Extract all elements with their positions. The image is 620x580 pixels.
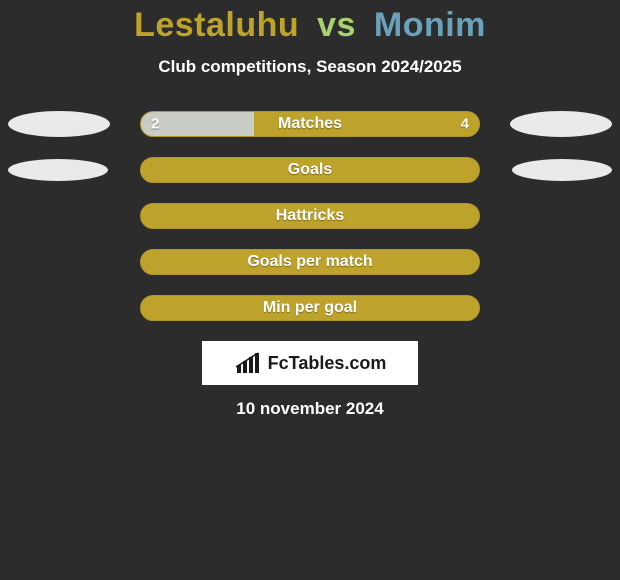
- player-oval-left: [8, 159, 108, 181]
- stat-row: Goals per match: [0, 249, 620, 275]
- stat-value-right: 4: [461, 116, 469, 133]
- brand-logo: FcTables.com: [202, 341, 418, 385]
- stat-label: Hattricks: [141, 204, 479, 228]
- player-oval-right: [510, 111, 612, 137]
- stat-label: Min per goal: [141, 296, 479, 320]
- title-player-2: Monim: [374, 6, 486, 44]
- stat-label: Goals: [141, 158, 479, 182]
- bar-chart-icon: [234, 351, 262, 375]
- comparison-widget: Lestaluhu vs Monim Club competitions, Se…: [0, 0, 620, 580]
- stat-row: Hattricks: [0, 203, 620, 229]
- stat-bar: Goals per match: [140, 249, 480, 275]
- title-vs: vs: [317, 6, 356, 44]
- brand-text: FcTables.com: [268, 353, 387, 374]
- stat-row: Min per goal: [0, 295, 620, 321]
- stat-bar: Hattricks: [140, 203, 480, 229]
- stat-rows: 24MatchesGoalsHattricksGoals per matchMi…: [0, 111, 620, 321]
- bar-fill-right: [254, 112, 479, 136]
- page-title: Lestaluhu vs Monim: [134, 6, 486, 45]
- stat-bar: Min per goal: [140, 295, 480, 321]
- date-text: 10 november 2024: [236, 399, 383, 419]
- stat-value-left: 2: [151, 116, 159, 133]
- player-oval-right: [512, 159, 612, 181]
- stat-row: 24Matches: [0, 111, 620, 137]
- brand-prefix: Fc: [268, 353, 289, 373]
- stat-bar: 24Matches: [140, 111, 480, 137]
- subtitle: Club competitions, Season 2024/2025: [158, 57, 461, 77]
- title-player-1: Lestaluhu: [134, 6, 299, 44]
- player-oval-left: [8, 111, 110, 137]
- brand-suffix: Tables.com: [289, 353, 387, 373]
- stat-label: Goals per match: [141, 250, 479, 274]
- stat-bar: Goals: [140, 157, 480, 183]
- stat-row: Goals: [0, 157, 620, 183]
